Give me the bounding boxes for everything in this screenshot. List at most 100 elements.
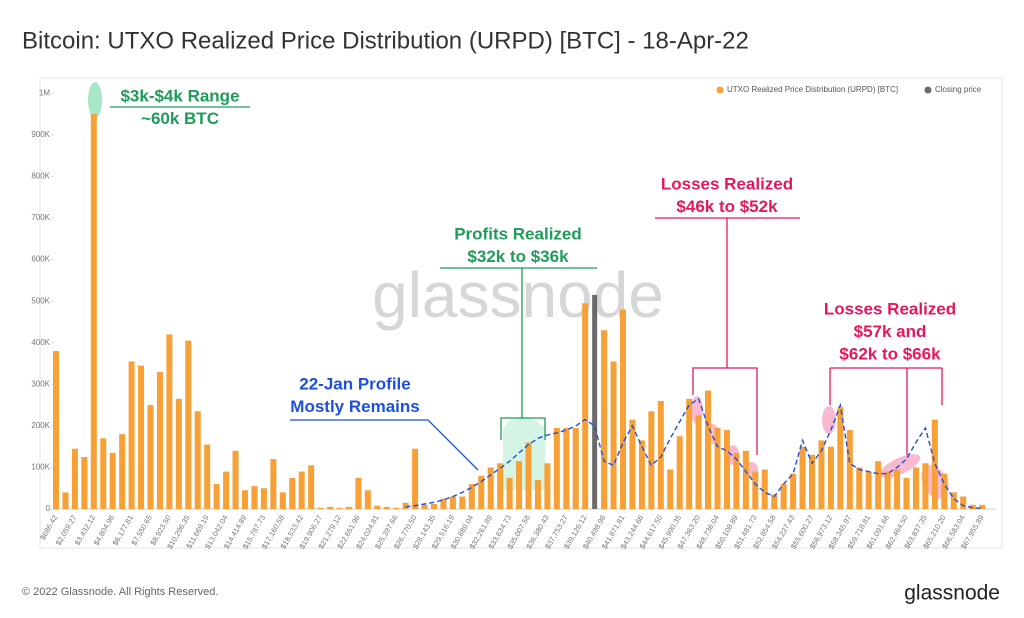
bar (592, 294, 598, 509)
bar (941, 473, 948, 509)
bar (705, 390, 712, 509)
y-tick-label: 700K (31, 213, 50, 222)
annotation-shapes (88, 82, 949, 499)
legend-label: UTXO Realized Price Distribution (URPD) … (727, 85, 898, 94)
y-tick-label: 600K (31, 255, 50, 264)
bar (912, 467, 919, 509)
bar (468, 484, 475, 509)
bar (771, 494, 778, 509)
bar (204, 444, 211, 509)
bar (119, 434, 126, 509)
bar (242, 490, 248, 509)
y-tick-label: 300K (31, 379, 50, 388)
bar (260, 488, 267, 509)
y-tick-label: 1M (39, 88, 50, 97)
bracket (440, 267, 597, 440)
bar (846, 430, 853, 509)
legend-label: Closing price (935, 85, 982, 94)
y-tick-label: 500K (31, 296, 50, 305)
bar (979, 504, 986, 509)
pointer (290, 419, 479, 471)
annotation: 22-Jan Profile (299, 374, 411, 393)
bar (884, 471, 891, 509)
bar (752, 471, 759, 509)
bar (903, 477, 910, 509)
bar (138, 365, 145, 509)
bar (449, 496, 456, 509)
bar (780, 484, 787, 509)
bar (582, 303, 589, 509)
highlight (88, 82, 102, 118)
footer: © 2022 Glassnode. All Rights Reserved. (22, 586, 218, 598)
bar (421, 504, 428, 509)
bar (657, 400, 664, 509)
bar (686, 398, 693, 509)
highlight (822, 406, 836, 434)
bar (128, 361, 135, 509)
bar (553, 427, 560, 509)
bar (487, 467, 494, 509)
bar (364, 490, 371, 509)
bracket (655, 217, 800, 455)
bar (960, 496, 967, 509)
bar (875, 461, 882, 509)
legend-swatch (924, 86, 932, 94)
bar (525, 442, 532, 509)
bar (497, 463, 504, 509)
annotation: $3k-$4k Range (120, 86, 239, 105)
bar (383, 506, 390, 509)
bar (53, 351, 59, 509)
bar (175, 398, 182, 509)
bar (894, 469, 901, 509)
bar (865, 471, 872, 509)
bar (147, 405, 154, 509)
bar (374, 505, 381, 509)
bar (345, 506, 352, 509)
y-tick-label: 900K (31, 130, 50, 139)
chart-title: Bitcoin: UTXO Realized Price Distributio… (22, 27, 749, 54)
bar (809, 454, 815, 509)
y-tick-label: 200K (31, 421, 50, 430)
bar (695, 415, 702, 509)
bar (459, 496, 466, 509)
annotation: Profits Realized (454, 224, 582, 243)
bar (166, 334, 173, 509)
bar (100, 438, 107, 509)
bar (289, 477, 296, 509)
bar (714, 427, 721, 509)
bar (723, 430, 730, 509)
bar (742, 450, 749, 509)
bar (648, 411, 655, 509)
highlight (503, 416, 545, 490)
bar (156, 371, 163, 509)
bar (109, 452, 116, 509)
chart-frame (39, 77, 1003, 549)
bar (620, 309, 626, 509)
bar (506, 477, 513, 509)
bar (223, 471, 230, 509)
bar (610, 361, 617, 509)
profile-line (405, 397, 983, 509)
bar (534, 479, 541, 509)
bar (638, 440, 645, 509)
bar (251, 486, 258, 509)
annotation: $46k to $52k (676, 197, 778, 216)
bar (336, 507, 343, 509)
bar (922, 463, 929, 509)
logo: glassnode (904, 582, 1000, 605)
bar (317, 507, 324, 509)
y-tick-label: 400K (31, 338, 50, 347)
bar (733, 452, 740, 509)
annotation: $32k to $36k (467, 247, 569, 266)
annotation: $62k to $66k (839, 344, 941, 363)
annotation: $57k and (854, 322, 927, 341)
bar (71, 448, 78, 509)
watermark: glassnode (372, 259, 664, 331)
y-tick-label: 100K (31, 463, 50, 472)
annotation: Losses Realized (661, 174, 793, 193)
annotation: Losses Realized (824, 299, 956, 318)
bar (440, 498, 447, 509)
bar (827, 446, 834, 509)
bar (544, 463, 551, 509)
